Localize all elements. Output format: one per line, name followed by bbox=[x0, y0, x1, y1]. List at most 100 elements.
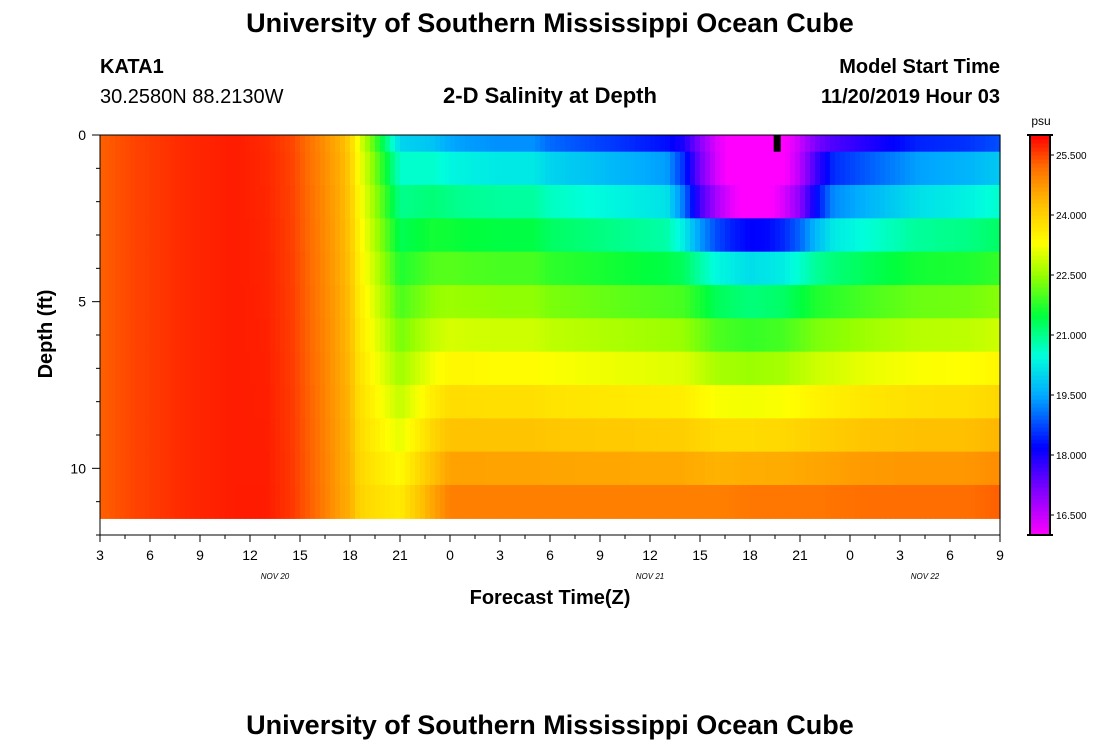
heatmap-cell bbox=[780, 318, 786, 353]
heatmap-cell bbox=[260, 151, 266, 186]
heatmap-cell bbox=[610, 218, 616, 253]
heatmap-cell bbox=[795, 351, 801, 386]
heatmap-cell bbox=[950, 285, 956, 319]
heatmap-cell bbox=[405, 135, 411, 153]
heatmap-cell bbox=[765, 385, 771, 419]
heatmap-cell bbox=[415, 418, 421, 453]
colorbar-segment bbox=[1030, 371, 1050, 376]
heatmap-cell bbox=[105, 485, 111, 519]
heatmap-cell bbox=[965, 151, 971, 186]
heatmap-cell bbox=[955, 135, 961, 153]
heatmap-cell bbox=[300, 485, 306, 519]
heatmap-cell bbox=[845, 251, 851, 286]
heatmap-cell bbox=[240, 418, 246, 453]
heatmap-cell bbox=[220, 351, 226, 386]
heatmap-cell bbox=[880, 251, 886, 286]
colorbar-segment bbox=[1030, 263, 1050, 268]
heatmap-cell bbox=[620, 418, 626, 453]
heatmap-cell bbox=[820, 485, 826, 519]
heatmap-cell bbox=[150, 151, 156, 186]
heatmap-cell bbox=[570, 285, 576, 319]
heatmap-cell bbox=[920, 318, 926, 353]
heatmap-cell bbox=[780, 451, 786, 486]
heatmap-cell bbox=[800, 218, 806, 253]
heatmap-cell bbox=[805, 318, 811, 353]
heatmap-cell bbox=[615, 451, 621, 486]
heatmap-cell bbox=[545, 385, 551, 419]
heatmap-cell bbox=[325, 185, 331, 219]
heatmap-cell bbox=[505, 185, 511, 219]
heatmap-cell bbox=[800, 385, 806, 419]
heatmap-cell bbox=[455, 218, 461, 253]
heatmap-cell bbox=[725, 151, 731, 186]
heatmap-cell bbox=[920, 451, 926, 486]
heatmap-cell bbox=[980, 251, 986, 286]
heatmap-cell bbox=[320, 485, 326, 519]
heatmap-cell bbox=[495, 135, 501, 153]
heatmap-cell bbox=[180, 385, 186, 419]
heatmap-cell bbox=[520, 135, 526, 153]
heatmap-cell bbox=[855, 418, 861, 453]
heatmap-cell bbox=[825, 135, 831, 153]
heatmap-cell bbox=[490, 485, 496, 519]
heatmap-cell bbox=[900, 151, 906, 186]
heatmap-cell bbox=[810, 151, 816, 186]
heatmap-cell bbox=[890, 318, 896, 353]
heatmap-cell bbox=[915, 285, 921, 319]
heatmap-cell bbox=[320, 135, 326, 153]
heatmap-cell bbox=[130, 451, 136, 486]
heatmap-cell bbox=[680, 135, 686, 153]
heatmap-cell bbox=[540, 451, 546, 486]
heatmap-cell bbox=[440, 418, 446, 453]
heatmap-cell bbox=[745, 385, 751, 419]
heatmap-cell bbox=[330, 451, 336, 486]
heatmap-cell bbox=[940, 135, 946, 153]
heatmap-cell bbox=[735, 318, 741, 353]
heatmap-cell bbox=[645, 451, 651, 486]
heatmap-cell bbox=[990, 151, 996, 186]
heatmap-cell bbox=[210, 285, 216, 319]
heatmap-cell bbox=[965, 451, 971, 486]
heatmap-cell bbox=[330, 151, 336, 186]
heatmap-cell bbox=[900, 351, 906, 386]
heatmap-cell bbox=[890, 218, 896, 253]
heatmap-cell bbox=[545, 285, 551, 319]
heatmap-cell bbox=[855, 185, 861, 219]
heatmap-cell bbox=[960, 251, 966, 286]
heatmap-cell bbox=[870, 418, 876, 453]
heatmap-cell bbox=[295, 485, 301, 519]
heatmap-cell bbox=[455, 485, 461, 519]
heatmap-cell bbox=[545, 351, 551, 386]
heatmap-cell bbox=[430, 218, 436, 253]
heatmap-cell bbox=[905, 451, 911, 486]
heatmap-cell bbox=[615, 485, 621, 519]
heatmap-cell bbox=[320, 451, 326, 486]
heatmap-cell bbox=[780, 385, 786, 419]
heatmap-cell bbox=[310, 251, 316, 286]
heatmap-cell bbox=[900, 418, 906, 453]
heatmap-cell bbox=[105, 218, 111, 253]
heatmap-cell bbox=[345, 251, 351, 286]
heatmap-cell bbox=[295, 285, 301, 319]
heatmap-cell bbox=[800, 251, 806, 286]
heatmap-cell bbox=[120, 351, 126, 386]
heatmap-cell bbox=[475, 135, 481, 153]
heatmap-cell bbox=[460, 318, 466, 353]
heatmap-cell bbox=[450, 318, 456, 353]
heatmap-cell bbox=[590, 351, 596, 386]
heatmap-cell bbox=[640, 285, 646, 319]
heatmap-cell bbox=[860, 485, 866, 519]
heatmap-cell bbox=[645, 185, 651, 219]
heatmap-cell bbox=[545, 218, 551, 253]
heatmap-cell bbox=[155, 318, 161, 353]
heatmap-cell bbox=[325, 451, 331, 486]
heatmap-cell bbox=[690, 451, 696, 486]
heatmap-cell bbox=[995, 151, 1001, 186]
heatmap-cell bbox=[945, 135, 951, 153]
heatmap-cell bbox=[740, 318, 746, 353]
heatmap-cell bbox=[480, 218, 486, 253]
heatmap-cell bbox=[635, 251, 641, 286]
heatmap-cell bbox=[270, 251, 276, 286]
heatmap-cell bbox=[285, 285, 291, 319]
heatmap-cell bbox=[575, 451, 581, 486]
